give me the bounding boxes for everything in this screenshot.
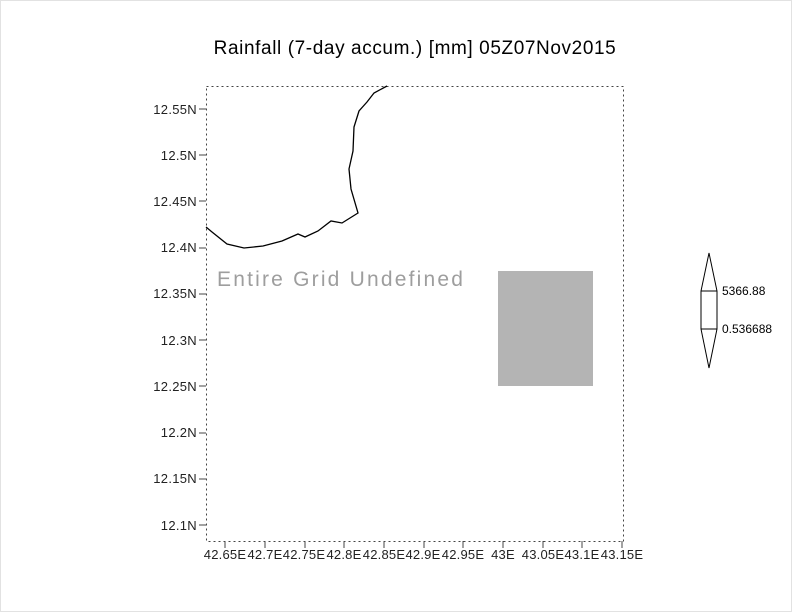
y-tick-label: 12.5N	[160, 148, 197, 163]
colorbar-shape	[700, 252, 718, 369]
y-tick-label: 12.45N	[153, 194, 197, 209]
x-axis-ticks	[224, 541, 623, 548]
colorbar-glyph	[700, 252, 718, 369]
x-tick-label: 42.7E	[247, 547, 283, 562]
y-tick-label: 12.25N	[153, 379, 197, 394]
page-title: Rainfall (7-day accum.) [mm] 05Z07Nov201…	[213, 38, 617, 59]
y-tick-label: 12.55N	[153, 102, 197, 117]
x-tick-label: 42.85E	[362, 547, 406, 562]
shaded-region	[498, 271, 593, 386]
x-tick-label: 42.95E	[441, 547, 485, 562]
y-tick-label: 12.35N	[153, 286, 197, 301]
y-tick-label: 12.15N	[153, 471, 197, 486]
x-tick-label: 43.15E	[600, 547, 644, 562]
x-tick-label: 42.8E	[326, 547, 362, 562]
x-tick-label: 42.75E	[282, 547, 326, 562]
y-tick-label: 12.2N	[160, 425, 197, 440]
y-tick-label: 12.3N	[160, 333, 197, 348]
x-tick-label: 43.1E	[564, 547, 600, 562]
x-tick-label: 42.9E	[405, 547, 441, 562]
y-axis-ticks	[199, 108, 206, 526]
colorbar-max-label: 5366.88	[722, 284, 766, 298]
x-tick-label: 42.65E	[203, 547, 247, 562]
coastline-path	[205, 85, 388, 249]
y-tick-label: 12.4N	[160, 240, 197, 255]
x-tick-label: 43.05E	[521, 547, 565, 562]
undefined-grid-annotation: Entire Grid Undefined	[217, 268, 466, 291]
y-tick-label: 12.1N	[160, 518, 197, 533]
x-tick-label: 43E	[491, 547, 515, 562]
colorbar-min-label: 0.536688	[722, 322, 773, 336]
plot-frame	[206, 86, 624, 542]
